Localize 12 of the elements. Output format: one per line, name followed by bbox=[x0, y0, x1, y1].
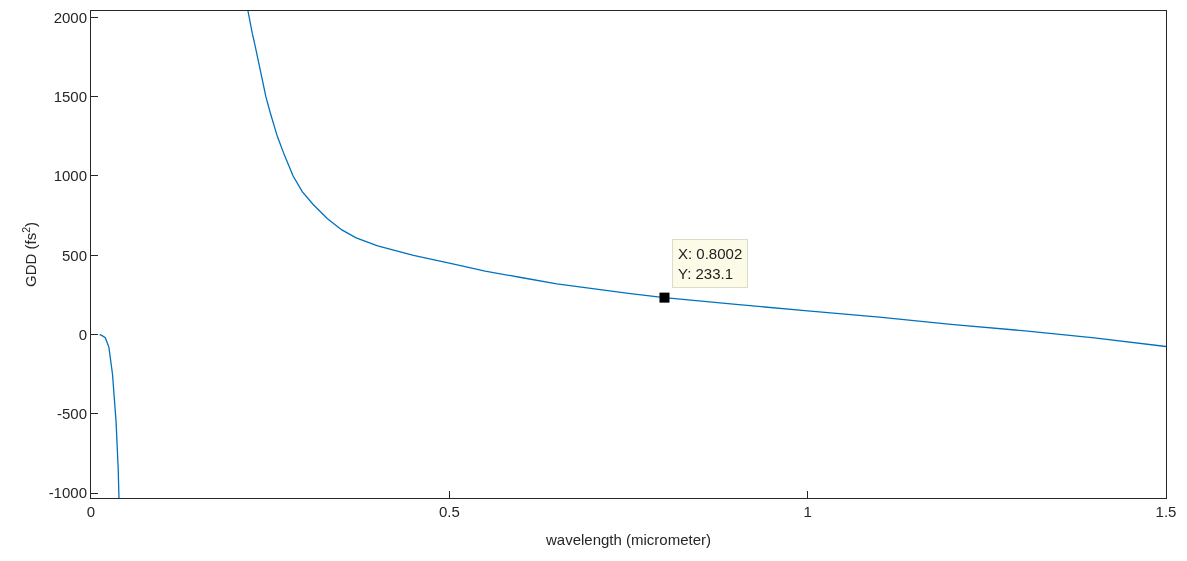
y-tick-label: 1500 bbox=[53, 87, 87, 105]
y-tick-label: 0 bbox=[78, 325, 87, 343]
y-tick-label: 500 bbox=[61, 246, 87, 264]
y-tick-label: 1000 bbox=[53, 167, 87, 185]
y-tick-label: 2000 bbox=[53, 8, 87, 26]
x-axis-title: wavelength (micrometer) bbox=[544, 531, 712, 548]
y-tick-label: -500 bbox=[56, 405, 87, 423]
y-tick-label: -1000 bbox=[48, 484, 87, 502]
x-tick-label: 0.5 bbox=[438, 503, 460, 520]
x-tick-label: 1.5 bbox=[1155, 503, 1177, 520]
x-tick-label: 1 bbox=[803, 503, 812, 520]
annotation: X: 0.8002 Y: 233.1 bbox=[678, 245, 743, 282]
